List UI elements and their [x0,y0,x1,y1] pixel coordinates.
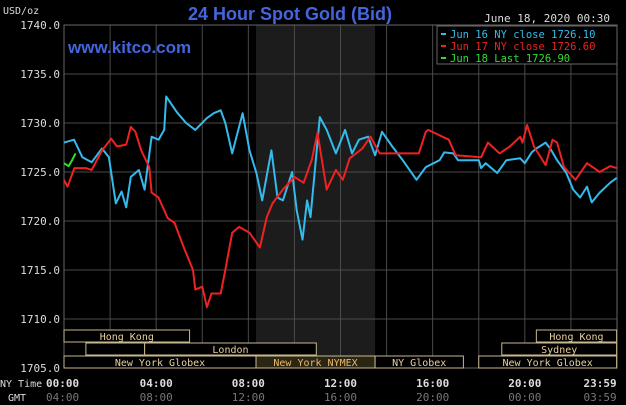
session-bar [144,342,317,356]
series-line [63,152,77,168]
y-tick-label: 1740.0 [20,19,60,32]
session-bar [501,342,618,356]
session-bar [374,355,464,369]
session-label: New York Globex [115,358,205,369]
y-tick-label: 1710.0 [20,313,60,326]
y-tick-label: 1715.0 [20,264,60,277]
x-tick-label-gmt: 12:00 [232,391,265,404]
session-bar [85,342,146,356]
session-label: Hong Kong [549,332,603,343]
session-label: Hong Kong [100,332,154,343]
session-label: London [212,345,248,356]
session-label: New York Globex [503,358,593,369]
legend-entry: Jun 16 NY close 1726.10 [450,29,595,41]
x-tick-label-gmt: 03:59 [583,391,616,404]
y-tick-label: 1725.0 [20,166,60,179]
y-axis-label: USD/oz [3,6,39,17]
series-line [63,124,617,309]
y-tick-label: 1735.0 [20,68,60,81]
x-tick-label-ny: 12:00 [324,377,357,390]
y-tick-label: 1720.0 [20,215,60,228]
legend-box [436,25,618,65]
watermark: www.kitco.com [67,38,191,57]
x-tick-label-gmt: 08:00 [140,391,173,404]
session-label: Sydney [541,345,577,356]
x-tick-label-ny: 16:00 [416,377,449,390]
x-tick-label-gmt: 16:00 [324,391,357,404]
shaded-trading-period [256,25,376,368]
legend-entry: Jun 17 NY close 1726.60 [450,41,595,53]
y-tick-label: 1730.0 [20,117,60,130]
timestamp: June 18, 2020 00:30 [484,12,610,25]
x-tick-label-gmt: 04:00 [46,391,79,404]
chart-title: 24 Hour Spot Gold (Bid) [188,4,392,24]
x-axis-label-ny: NY Time [0,379,42,390]
legend-entry: Jun 18 Last 1726.90 [450,53,570,65]
session-bar [63,329,191,343]
session-bar [535,329,618,343]
session-label: New York NYMEX [273,358,357,369]
x-tick-label-gmt: 20:00 [416,391,449,404]
x-tick-label-ny: 04:00 [140,377,173,390]
x-axis-label-gmt: GMT [8,393,26,404]
x-tick-label-ny: 23:59 [583,377,616,390]
session-label: NY Globex [392,358,446,369]
session-bar [478,355,618,369]
y-tick-label: 1705.0 [20,362,60,375]
x-tick-label-ny: 00:00 [46,377,79,390]
series-line [63,95,618,241]
x-tick-label-ny: 20:00 [508,377,541,390]
x-tick-label-ny: 08:00 [232,377,265,390]
x-tick-label-gmt: 00:00 [508,391,541,404]
